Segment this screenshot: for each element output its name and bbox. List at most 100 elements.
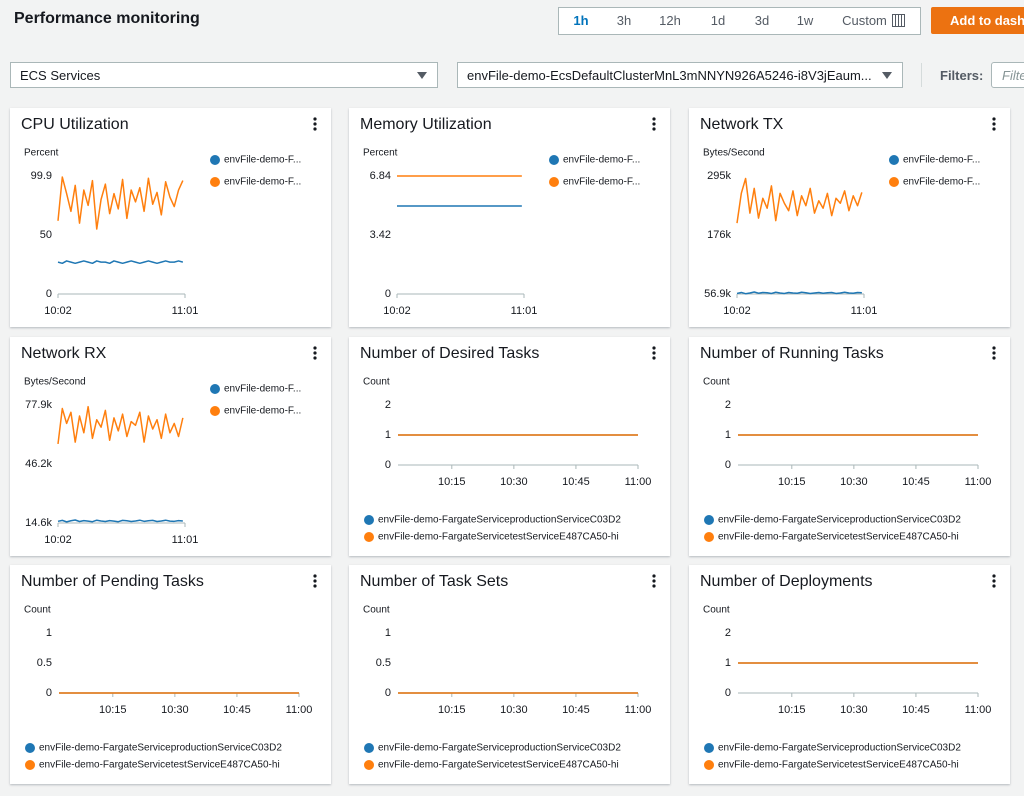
legend-item[interactable]: envFile-demo-FargateServicetestServiceE4… (364, 760, 619, 771)
panel-menu[interactable] (652, 574, 656, 588)
legend-item[interactable]: envFile-demo-F... (210, 406, 301, 417)
legend-swatch (889, 155, 899, 165)
y-tick-label: 0 (385, 459, 391, 471)
legend-item[interactable]: envFile-demo-FargateServicetestServiceE4… (704, 532, 959, 543)
legend-label: envFile-demo-F... (903, 155, 980, 166)
legend-item[interactable]: envFile-demo-F... (210, 384, 301, 395)
chart-panel: Number of Task Sets Count 0 0.5 1 10:15 10:30 1… (349, 565, 670, 784)
chart-title: Number of Running Tasks (700, 345, 884, 362)
panel-menu[interactable] (992, 574, 996, 588)
time-range-button[interactable]: 3h (616, 13, 632, 28)
menu-dot (652, 574, 656, 578)
series-line (57, 405, 184, 445)
legend-item[interactable]: envFile-demo-FargateServiceproductionSer… (364, 515, 621, 526)
y-tick-label: 1 (385, 429, 391, 441)
legend-item[interactable]: envFile-demo-F... (549, 177, 640, 188)
legend-label: envFile-demo-FargateServicetestServiceE4… (718, 760, 959, 771)
panel-menu[interactable] (992, 346, 996, 360)
time-range-button[interactable]: 3d (754, 13, 770, 28)
chart: CPU Utilization Percent 0 50 99.9 10:02 11:01 e… (21, 116, 317, 317)
legend-swatch (364, 532, 374, 542)
legend-item[interactable]: envFile-demo-FargateServiceproductionSer… (704, 515, 961, 526)
panel-menu[interactable] (313, 117, 317, 131)
legend-label: envFile-demo-FargateServiceproductionSer… (378, 743, 621, 754)
legend-swatch (889, 177, 899, 187)
legend-item[interactable]: envFile-demo-FargateServiceproductionSer… (364, 743, 621, 754)
y-tick-label: 2 (725, 627, 731, 639)
time-range-button[interactable]: 1d (710, 13, 726, 28)
menu-dot (992, 117, 996, 121)
chart-title: Number of Task Sets (360, 573, 508, 590)
legend-item[interactable]: envFile-demo-F... (889, 177, 980, 188)
legend-label: envFile-demo-FargateServiceproductionSer… (718, 743, 961, 754)
filter-input[interactable]: Filte (991, 62, 1024, 88)
menu-dot (313, 117, 317, 121)
legend-item[interactable]: envFile-demo-FargateServicetestServiceE4… (704, 760, 959, 771)
legend-item[interactable]: envFile-demo-F... (210, 177, 301, 188)
select-value: ECS Services (20, 68, 101, 83)
y-tick-label: 0 (385, 687, 391, 699)
legend-swatch (549, 177, 559, 187)
legend-item[interactable]: envFile-demo-F... (549, 155, 640, 166)
x-tick-label: 10:15 (778, 704, 806, 716)
chart-panel: Number of Desired Tasks Count 0 1 2 10:15 10:3… (349, 337, 670, 556)
custom-range-button[interactable]: Custom (827, 8, 920, 34)
x-tick-label: 11:01 (511, 305, 538, 317)
y-tick-label: 0.5 (37, 657, 52, 669)
time-range-button[interactable]: 12h (659, 13, 681, 28)
legend-item[interactable]: envFile-demo-FargateServiceproductionSer… (704, 743, 961, 754)
chart: Number of Task Sets Count 0 0.5 1 10:15 10:30 1… (360, 573, 656, 771)
menu-dot (652, 122, 656, 126)
time-range-button[interactable]: 1h (573, 13, 589, 28)
legend-label: envFile-demo-F... (903, 177, 980, 188)
legend-label: envFile-demo-FargateServiceproductionSer… (378, 515, 621, 526)
chart-title: Memory Utilization (360, 116, 492, 133)
x-tick-label: 10:45 (902, 704, 930, 716)
y-axis-label: Count (24, 605, 51, 616)
add-to-dashboard-button[interactable]: Add to dash (931, 7, 1024, 34)
legend-item[interactable]: envFile-demo-FargateServiceproductionSer… (25, 743, 282, 754)
y-tick-label: 1 (725, 429, 731, 441)
calendar-icon (891, 14, 905, 27)
legend-label: envFile-demo-FargateServiceproductionSer… (718, 515, 961, 526)
menu-dot (652, 127, 656, 131)
chart: Memory Utilization Percent 0 3.42 6.84 10:02 1… (360, 116, 656, 317)
panel-menu[interactable] (992, 117, 996, 131)
cluster-select[interactable]: envFile-demo-EcsDefaultClusterMnL3mNNYN9… (457, 62, 903, 88)
menu-dot (313, 579, 317, 583)
legend-label: envFile-demo-F... (224, 384, 301, 395)
x-tick-label: 10:30 (500, 476, 528, 488)
legend-label: envFile-demo-F... (563, 177, 640, 188)
filters-label: Filters: (940, 68, 984, 83)
menu-dot (652, 351, 656, 355)
y-tick-label: 77.9k (25, 399, 52, 411)
legend-item[interactable]: envFile-demo-FargateServicetestServiceE4… (364, 532, 619, 543)
menu-dot (313, 122, 317, 126)
panel-menu[interactable] (313, 574, 317, 588)
legend-label: envFile-demo-F... (224, 177, 301, 188)
y-tick-label: 0 (385, 288, 391, 300)
y-tick-label: 6.84 (370, 170, 391, 182)
legend-item[interactable]: envFile-demo-F... (889, 155, 980, 166)
panel-menu[interactable] (313, 346, 317, 360)
x-tick-label: 11:00 (625, 704, 652, 716)
legend-label: envFile-demo-F... (224, 155, 301, 166)
legend-item[interactable]: envFile-demo-F... (210, 155, 301, 166)
x-tick-label: 11:00 (625, 476, 652, 488)
panel-menu[interactable] (652, 117, 656, 131)
chart-title: Number of Desired Tasks (360, 345, 539, 362)
select-value: envFile-demo-EcsDefaultClusterMnL3mNNYN9… (467, 68, 872, 83)
x-tick-label: 10:30 (840, 476, 868, 488)
page-title: Performance monitoring (14, 10, 200, 27)
legend-item[interactable]: envFile-demo-FargateServicetestServiceE4… (25, 760, 280, 771)
legend-swatch (364, 743, 374, 753)
menu-dot (313, 127, 317, 131)
service-select[interactable]: ECS Services (10, 62, 438, 88)
legend-swatch (210, 406, 220, 416)
divider (921, 63, 922, 87)
time-range-button[interactable]: 1w (796, 13, 814, 28)
chart-title: Number of Pending Tasks (21, 573, 204, 590)
chart: Number of Running Tasks Count 0 1 2 10:15 10:3… (700, 345, 996, 543)
panel-menu[interactable] (652, 346, 656, 360)
x-tick-label: 10:45 (562, 704, 590, 716)
